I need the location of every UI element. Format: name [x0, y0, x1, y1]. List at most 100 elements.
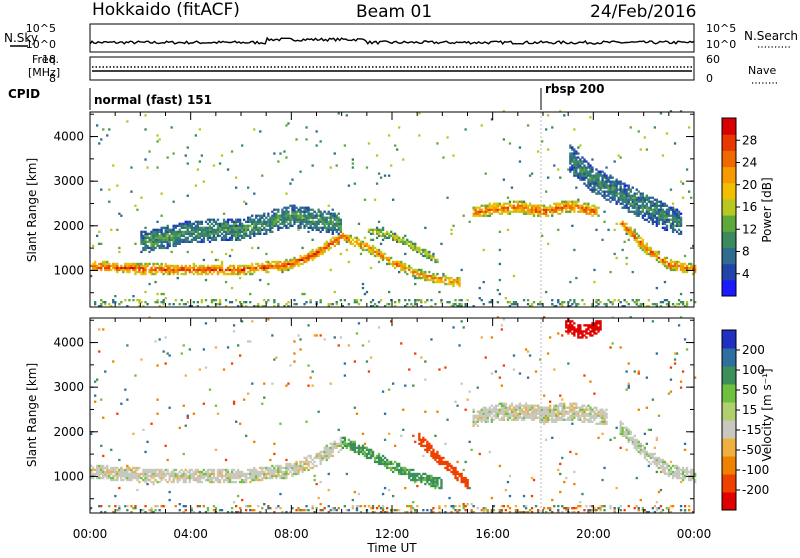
heatmap-cell	[404, 263, 406, 265]
heatmap-cell	[305, 255, 307, 257]
heatmap-cell	[110, 473, 112, 475]
heatmap-cell	[384, 413, 386, 415]
heatmap-cell	[326, 455, 328, 457]
heatmap-cell	[205, 279, 207, 281]
heatmap-cell	[118, 251, 120, 253]
heatmap-cell	[509, 415, 511, 417]
heatmap-cell	[322, 217, 324, 219]
heatmap-cell	[247, 267, 249, 269]
heatmap-cell	[664, 219, 666, 221]
heatmap-cell	[277, 261, 279, 263]
heatmap-cell	[183, 273, 185, 275]
heatmap-cell	[169, 475, 171, 477]
heatmap-cell	[412, 275, 414, 277]
heatmap-cell	[356, 507, 358, 509]
heatmap-cell	[211, 481, 213, 483]
heatmap-cell	[175, 269, 177, 271]
heatmap-cell	[664, 213, 666, 215]
heatmap-cell	[352, 505, 354, 507]
heatmap-cell	[271, 469, 273, 471]
heatmap-cell	[146, 469, 148, 471]
heatmap-cell	[348, 445, 350, 447]
heatmap-cell	[197, 168, 199, 170]
heatmap-cell	[161, 469, 163, 471]
heatmap-cell	[658, 221, 660, 223]
heatmap-cell	[618, 199, 620, 201]
heatmap-cell	[483, 215, 485, 217]
heatmap-cell	[491, 417, 493, 419]
heatmap-cell	[342, 237, 344, 239]
heatmap-cell	[424, 379, 426, 381]
heatmap-cell	[400, 471, 402, 473]
heatmap-cell	[511, 419, 513, 421]
heatmap-cell	[658, 211, 660, 213]
heatmap-cell	[165, 362, 167, 364]
heatmap-cell	[452, 467, 454, 469]
heatmap-cell	[312, 229, 314, 231]
heatmap-cell	[346, 445, 348, 447]
heatmap-cell	[183, 233, 185, 235]
heatmap-cell	[461, 473, 463, 475]
heatmap-cell	[207, 265, 209, 267]
heatmap-cell	[106, 265, 108, 267]
heatmap-cell	[537, 205, 539, 207]
heatmap-cell	[189, 233, 191, 235]
heatmap-cell	[662, 154, 664, 156]
heatmap-cell	[285, 124, 287, 126]
heatmap-cell	[557, 213, 559, 215]
heatmap-cell	[569, 166, 571, 168]
heatmap-cell	[181, 227, 183, 229]
heatmap-cell	[440, 279, 442, 281]
heatmap-cell	[132, 263, 134, 265]
heatmap-cell	[454, 469, 456, 471]
heatmap-cell	[575, 168, 577, 170]
heatmap-cell	[340, 237, 342, 239]
heatmap-cell	[314, 227, 316, 229]
heatmap-cell	[654, 205, 656, 207]
heatmap-cell	[597, 175, 599, 177]
heatmap-cell	[561, 301, 563, 303]
heatmap-cell	[477, 387, 479, 389]
heatmap-cell	[154, 469, 156, 471]
heatmap-cell	[156, 221, 158, 223]
heatmap-cell	[233, 330, 235, 332]
heatmap-cell	[458, 283, 460, 285]
heatmap-cell	[233, 229, 235, 231]
heatmap-cell	[251, 247, 253, 249]
heatmap-cell	[579, 160, 581, 162]
heatmap-cell	[324, 451, 326, 453]
heatmap-cell	[259, 233, 261, 235]
heatmap-cell	[193, 301, 195, 303]
heatmap-cell	[269, 265, 271, 267]
heatmap-cell	[666, 257, 668, 259]
heatmap-cell	[108, 265, 110, 267]
heatmap-cell	[257, 475, 259, 477]
heatmap-cell	[626, 301, 628, 303]
heatmap-cell	[106, 475, 108, 477]
heatmap-cell	[483, 211, 485, 213]
heatmap-cell	[199, 237, 201, 239]
heatmap-cell	[346, 447, 348, 449]
heatmap-cell	[529, 415, 531, 417]
heatmap-cell	[531, 495, 533, 497]
heatmap-cell	[674, 213, 676, 215]
heatmap-cell	[197, 475, 199, 477]
heatmap-cell	[597, 183, 599, 185]
heatmap-cell	[454, 505, 456, 507]
heatmap-cell	[144, 233, 146, 235]
heatmap-cell	[193, 237, 195, 239]
heatmap-cell	[209, 227, 211, 229]
heatmap-cell	[577, 303, 579, 305]
heatmap-cell	[471, 449, 473, 451]
heatmap-cell	[144, 231, 146, 233]
heatmap-cell	[501, 213, 503, 215]
heatmap-cell	[644, 201, 646, 203]
heatmap-cell	[672, 209, 674, 211]
heatmap-cell	[199, 477, 201, 479]
heatmap-cell	[376, 457, 378, 459]
heatmap-cell	[545, 213, 547, 215]
heatmap-cell	[221, 471, 223, 473]
heatmap-cell	[648, 213, 650, 215]
heatmap-cell	[678, 261, 680, 263]
heatmap-cell	[402, 158, 404, 160]
